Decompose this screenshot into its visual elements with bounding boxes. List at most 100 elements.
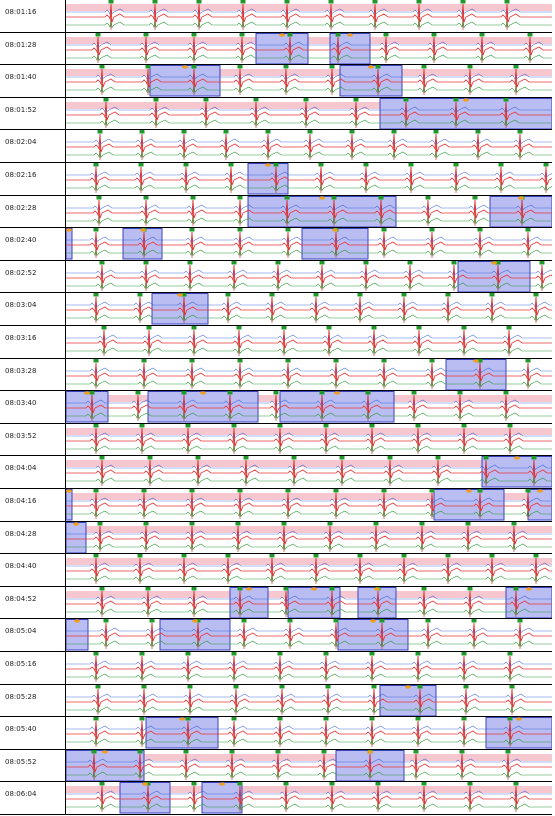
beat-marker-icon[interactable]: [152, 0, 158, 4]
beat-marker-icon[interactable]: [323, 423, 329, 428]
beat-marker-icon[interactable]: [539, 260, 545, 265]
beat-marker-icon[interactable]: [421, 782, 427, 786]
beat-marker-icon[interactable]: [239, 32, 245, 37]
selected-segment[interactable]: [247, 195, 397, 228]
beat-marker-icon[interactable]: [467, 65, 473, 69]
strip-row[interactable]: 08:05:16: [0, 652, 555, 685]
beat-marker-icon[interactable]: [143, 195, 149, 200]
beat-marker-icon[interactable]: [203, 97, 209, 102]
beat-marker-icon[interactable]: [333, 358, 339, 363]
ecg-strip[interactable]: [66, 32, 552, 66]
beat-marker-icon[interactable]: [411, 391, 417, 395]
beat-marker-icon[interactable]: [285, 489, 291, 493]
beat-marker-icon[interactable]: [146, 326, 152, 330]
ectopic-beat-icon[interactable]: [73, 521, 79, 526]
ecg-strip[interactable]: [66, 228, 552, 261]
beat-marker-icon[interactable]: [141, 489, 147, 493]
beat-marker-icon[interactable]: [223, 130, 229, 134]
beat-marker-icon[interactable]: [196, 0, 202, 4]
strip-row[interactable]: 08:03:28: [0, 358, 555, 392]
beat-marker-icon[interactable]: [96, 195, 102, 200]
ectopic-beat-icon[interactable]: [491, 261, 497, 265]
ectopic-beat-icon[interactable]: [246, 587, 252, 591]
beat-marker-icon[interactable]: [375, 65, 381, 69]
strip-row[interactable]: 08:05:04: [0, 619, 555, 652]
beat-marker-icon[interactable]: [145, 586, 151, 591]
beat-marker-icon[interactable]: [191, 586, 197, 591]
ecg-strip[interactable]: [66, 684, 552, 718]
beat-marker-icon[interactable]: [287, 32, 293, 37]
beat-marker-icon[interactable]: [507, 423, 513, 428]
beat-marker-icon[interactable]: [453, 163, 459, 167]
beat-marker-icon[interactable]: [95, 32, 101, 37]
ectopic-beat-icon[interactable]: [200, 391, 206, 395]
beat-marker-icon[interactable]: [461, 423, 467, 428]
beat-marker-icon[interactable]: [365, 391, 371, 395]
beat-marker-icon[interactable]: [461, 717, 467, 721]
beat-marker-icon[interactable]: [413, 749, 419, 754]
beat-marker-icon[interactable]: [375, 782, 381, 786]
selected-segment[interactable]: [279, 391, 395, 423]
beat-marker-icon[interactable]: [433, 130, 439, 134]
beat-marker-icon[interactable]: [421, 586, 427, 591]
ectopic-beat-icon[interactable]: [473, 358, 479, 363]
strip-row[interactable]: 08:03:04: [0, 293, 555, 326]
beat-marker-icon[interactable]: [477, 489, 483, 493]
beat-marker-icon[interactable]: [181, 130, 187, 134]
ecg-strip[interactable]: [66, 97, 552, 131]
beat-marker-icon[interactable]: [235, 521, 241, 526]
selected-segment[interactable]: [151, 293, 209, 325]
beat-marker-icon[interactable]: [91, 749, 97, 754]
beat-marker-icon[interactable]: [287, 619, 293, 623]
beat-marker-icon[interactable]: [237, 489, 243, 493]
beat-marker-icon[interactable]: [139, 717, 145, 721]
strip-row[interactable]: 08:02:28: [0, 195, 555, 229]
strip-row[interactable]: 08:04:04: [0, 456, 555, 489]
beat-marker-icon[interactable]: [147, 456, 153, 460]
beat-marker-icon[interactable]: [228, 163, 234, 167]
beat-marker-icon[interactable]: [383, 32, 389, 37]
beat-marker-icon[interactable]: [318, 163, 324, 167]
beat-marker-icon[interactable]: [408, 163, 414, 167]
beat-marker-icon[interactable]: [103, 619, 109, 623]
selected-segment[interactable]: [145, 717, 219, 749]
beat-marker-icon[interactable]: [183, 163, 189, 167]
beat-marker-icon[interactable]: [283, 65, 289, 69]
beat-marker-icon[interactable]: [378, 195, 384, 200]
beat-marker-icon[interactable]: [372, 0, 378, 4]
beat-marker-icon[interactable]: [313, 293, 319, 297]
beat-marker-icon[interactable]: [457, 391, 463, 395]
beat-marker-icon[interactable]: [225, 293, 231, 297]
strip-row[interactable]: 08:03:16: [0, 326, 555, 359]
beat-marker-icon[interactable]: [283, 586, 289, 591]
beat-marker-icon[interactable]: [143, 521, 149, 526]
beat-marker-icon[interactable]: [421, 65, 427, 69]
selected-segment[interactable]: [201, 782, 243, 814]
beat-marker-icon[interactable]: [145, 65, 151, 69]
beat-marker-icon[interactable]: [401, 293, 407, 297]
beat-marker-icon[interactable]: [291, 456, 297, 460]
beat-marker-icon[interactable]: [463, 684, 469, 689]
ectopic-beat-icon[interactable]: [177, 293, 183, 297]
beat-marker-icon[interactable]: [461, 652, 467, 656]
ecg-strip[interactable]: [66, 652, 552, 685]
ectopic-beat-icon[interactable]: [182, 65, 188, 69]
ectopic-beat-icon[interactable]: [279, 32, 285, 37]
selected-segment[interactable]: [66, 228, 73, 260]
selected-segment[interactable]: [255, 32, 309, 65]
beat-marker-icon[interactable]: [533, 293, 539, 297]
beat-marker-icon[interactable]: [285, 228, 291, 232]
ecg-strip[interactable]: [66, 260, 552, 294]
ecg-strip[interactable]: [66, 358, 552, 392]
beat-marker-icon[interactable]: [325, 684, 331, 689]
beat-marker-icon[interactable]: [277, 423, 283, 428]
beat-marker-icon[interactable]: [415, 717, 421, 721]
ectopic-beat-icon[interactable]: [537, 489, 543, 493]
strip-row[interactable]: 08:01:28: [0, 32, 555, 66]
beat-marker-icon[interactable]: [281, 326, 287, 330]
ectopic-beat-icon[interactable]: [192, 619, 198, 623]
beat-marker-icon[interactable]: [277, 652, 283, 656]
beat-marker-icon[interactable]: [459, 749, 465, 754]
beat-marker-icon[interactable]: [507, 717, 513, 721]
beat-marker-icon[interactable]: [369, 717, 375, 721]
